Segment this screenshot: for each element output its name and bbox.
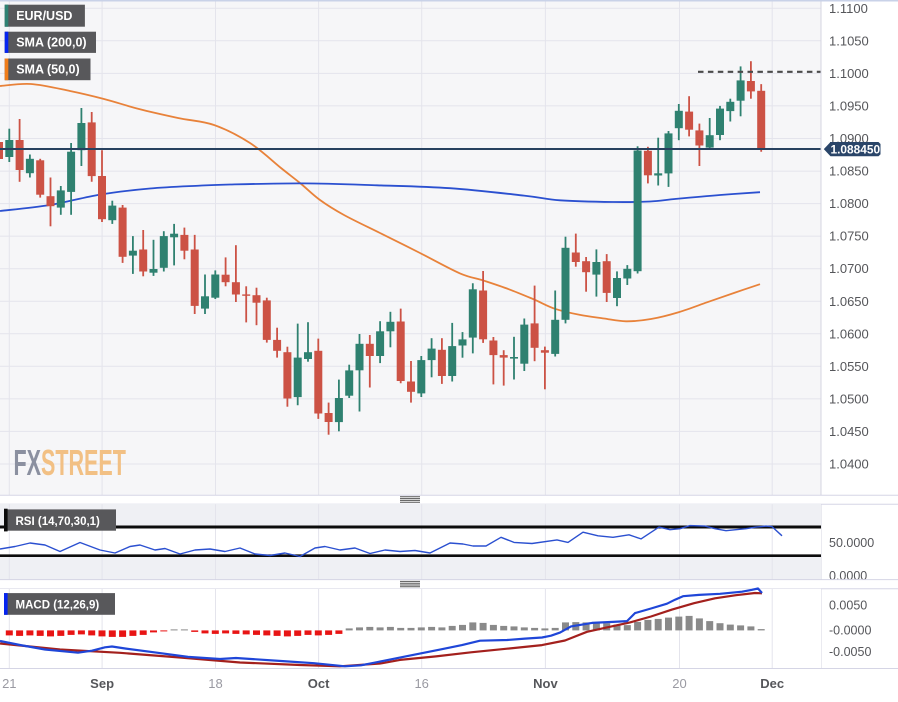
svg-text:1.0850: 1.0850 [829, 164, 869, 179]
svg-text:1.1100: 1.1100 [829, 1, 868, 16]
svg-text:Oct: Oct [308, 676, 330, 691]
svg-text:1.0400: 1.0400 [829, 457, 869, 472]
svg-text:1.0500: 1.0500 [829, 391, 869, 406]
svg-text:1.0600: 1.0600 [829, 326, 869, 341]
svg-text:1.0650: 1.0650 [829, 294, 869, 309]
svg-text:SMA (50,0): SMA (50,0) [16, 63, 79, 77]
svg-text:1.1050: 1.1050 [829, 33, 869, 48]
svg-text:1.0950: 1.0950 [829, 98, 869, 113]
svg-text:20: 20 [672, 676, 686, 691]
svg-text:1.0550: 1.0550 [829, 359, 869, 374]
svg-text:50.0000: 50.0000 [829, 536, 874, 550]
svg-text:0.0050: 0.0050 [829, 599, 867, 613]
svg-text:1.0450: 1.0450 [829, 424, 869, 439]
svg-text:FXSTREET: FXSTREET [14, 443, 126, 483]
svg-text:RSI (14,70,30,1): RSI (14,70,30,1) [16, 516, 101, 528]
svg-text:18: 18 [208, 676, 222, 691]
svg-text:-0.0050: -0.0050 [829, 645, 871, 659]
svg-text:1.0750: 1.0750 [829, 229, 869, 244]
svg-text:1.088450: 1.088450 [831, 143, 881, 157]
svg-text:EUR/USD: EUR/USD [16, 9, 72, 23]
svg-text:Dec: Dec [760, 676, 784, 691]
svg-text:SMA (200,0): SMA (200,0) [16, 36, 86, 50]
svg-text:Sep: Sep [90, 676, 114, 691]
svg-text:1.1000: 1.1000 [829, 66, 869, 81]
svg-text:1.0800: 1.0800 [829, 196, 869, 211]
svg-text:MACD (12,26,9): MACD (12,26,9) [16, 600, 100, 612]
svg-text:16: 16 [414, 676, 428, 691]
svg-text:21: 21 [2, 676, 16, 691]
svg-text:1.0700: 1.0700 [829, 261, 869, 276]
svg-text:Nov: Nov [533, 676, 558, 691]
svg-text:-0.0000: -0.0000 [829, 624, 871, 638]
